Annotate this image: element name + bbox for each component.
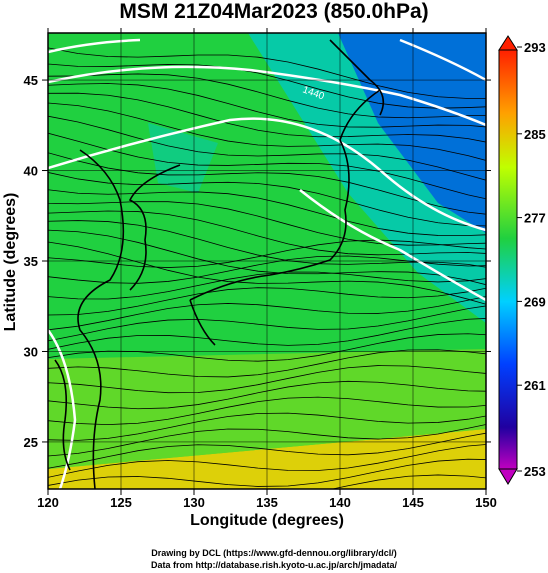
colorbar-tick-label: 277 — [524, 211, 546, 226]
streamline — [48, 444, 486, 478]
credit-drawing: Drawing by DCL (https://www.gfd-dennou.o… — [151, 548, 397, 558]
streamline — [48, 171, 486, 227]
streamline — [48, 102, 486, 161]
colorbar-tick-label: 261 — [524, 378, 546, 393]
streamline — [48, 115, 486, 181]
streamline — [48, 365, 486, 394]
coastline — [77, 149, 125, 489]
colorbar-min-arrow — [498, 468, 518, 485]
y-axis-label: Latitude (degrees) — [2, 192, 19, 332]
streamline — [330, 474, 486, 489]
streamlines — [48, 47, 486, 489]
x-axis: 120 125 130 135 140 145 150 — [37, 28, 497, 510]
streamline — [48, 132, 486, 200]
streamline — [48, 412, 486, 441]
x-tick-label: 150 — [475, 495, 497, 510]
y-tick-label: 45 — [24, 73, 38, 88]
streamline — [48, 271, 486, 300]
colorbar-tick-label: 293 — [524, 40, 546, 55]
coastline — [189, 299, 216, 346]
coastline — [189, 89, 381, 301]
contour-line — [299, 189, 486, 302]
height-contours — [48, 38, 486, 489]
x-tick-label: 130 — [183, 495, 205, 510]
colorbar-tick-label: 253 — [524, 464, 546, 479]
streamline — [48, 201, 486, 246]
streamline — [48, 458, 486, 487]
y-tick-label: 35 — [24, 254, 38, 269]
colorbar: 293 285 277 269 261 253 — [498, 35, 546, 485]
streamline — [48, 396, 486, 426]
colorbar-tick-label: 269 — [524, 294, 546, 309]
colorbar-tick-label: 285 — [524, 127, 546, 142]
y-tick-label: 40 — [24, 164, 38, 179]
streamline — [48, 229, 486, 286]
streamline — [48, 92, 486, 143]
streamline — [48, 210, 486, 256]
credit-data: Data from http://database.rish.kyoto-u.a… — [150, 560, 398, 570]
y-tick-label: 25 — [24, 435, 38, 450]
contour-line — [48, 38, 486, 82]
streamline — [48, 83, 486, 128]
cool-patch — [148, 123, 218, 193]
streamline — [48, 305, 486, 342]
contour-line — [48, 65, 486, 127]
contour-line — [48, 117, 486, 232]
streamline — [48, 63, 486, 109]
x-tick-label: 140 — [329, 495, 351, 510]
x-tick-label: 120 — [37, 495, 59, 510]
streamline — [48, 333, 486, 362]
cold-band — [338, 33, 486, 233]
x-tick-label: 145 — [402, 495, 424, 510]
streamline — [48, 296, 486, 331]
coastlines — [54, 39, 385, 489]
streamline — [48, 318, 486, 350]
streamline — [48, 47, 486, 99]
x-tick-label: 125 — [110, 495, 132, 510]
streamline — [48, 239, 486, 268]
y-axis: 25 30 35 40 45 — [24, 73, 491, 450]
chart-title: MSM 21Z04Mar2023 (850.0hPa) — [119, 0, 429, 23]
y-tick-label: 30 — [24, 344, 38, 359]
x-axis-label: Longitude (degrees) — [190, 512, 344, 529]
streamline — [48, 424, 486, 457]
streamline — [48, 432, 486, 469]
streamline — [48, 73, 486, 119]
contour-line — [48, 329, 77, 489]
streamline — [48, 241, 486, 305]
colorbar-body — [498, 49, 518, 470]
streamline — [48, 189, 486, 236]
coastline — [128, 164, 181, 291]
streamline — [48, 287, 486, 316]
colorbar-max-arrow — [498, 35, 518, 51]
x-tick-label: 135 — [256, 495, 278, 510]
coastline — [54, 359, 71, 471]
grid-lines — [48, 33, 486, 489]
